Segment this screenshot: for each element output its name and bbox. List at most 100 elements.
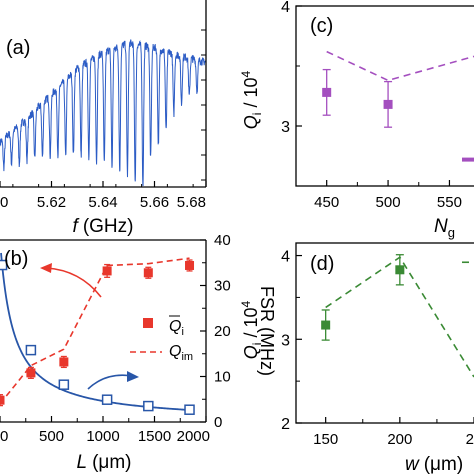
panel-d-xlabel-var: w bbox=[405, 454, 420, 474]
panel-d-y-ticks: 2 3 4 bbox=[281, 249, 302, 433]
legend-qim-main: Q bbox=[169, 343, 181, 360]
spectrum-trace bbox=[0, 39, 206, 187]
panel-d-y-tick-label: 2 bbox=[281, 416, 290, 433]
panel-b-plot-area bbox=[0, 252, 195, 415]
panel-c: 34 450 500 550 (c) Qi / 104 Ng bbox=[239, 0, 474, 240]
fsr-point bbox=[101, 394, 113, 405]
panel-a-plot-area bbox=[0, 39, 206, 187]
panel-b-right-tick-label: 30 bbox=[214, 278, 231, 295]
qi-point bbox=[143, 268, 153, 278]
panel-c-xlabel: Ng bbox=[434, 216, 455, 240]
panel-c-xlabel-main: N bbox=[434, 216, 448, 237]
panel-c-model-line bbox=[326, 50, 474, 82]
legend-qi-main: Q bbox=[169, 318, 181, 335]
panel-c-x-tick-label: 550 bbox=[437, 194, 462, 211]
arrow-right-head bbox=[127, 371, 139, 382]
panel-d-x-tick-label: 150 bbox=[313, 431, 338, 448]
panel-d-point bbox=[395, 265, 405, 275]
panel-b-x-tick-label: 500 bbox=[39, 428, 64, 445]
panel-a-x-tick-label: 0 bbox=[0, 194, 8, 211]
panel-b-right-ticks: 0 10 20 30 40 bbox=[200, 232, 231, 431]
panel-a-xlabel: f (GHz) bbox=[73, 216, 134, 237]
panel-d-label: (d) bbox=[310, 253, 334, 275]
legend-label-qim: Qim bbox=[169, 343, 193, 363]
panel-b-xlabel-unit: (μm) bbox=[92, 452, 131, 473]
arrow-to-right-axis bbox=[87, 374, 133, 390]
panel-d-ylabel-main: Q bbox=[241, 345, 261, 359]
panel-d-ylabel-sub: i bbox=[250, 343, 264, 346]
panel-b-right-tick-label: 40 bbox=[214, 232, 231, 249]
panel-c-ylabel-main: Q bbox=[241, 115, 261, 129]
panel-a-x-tick-label: 5.66 bbox=[140, 194, 169, 211]
panel-b-x-tick-label: 0 bbox=[0, 428, 8, 445]
panel-a-x-tick-label: 5.64 bbox=[88, 194, 117, 211]
panel-c-plot-area bbox=[322, 50, 474, 162]
qi-point bbox=[185, 260, 195, 270]
panel-d: 234 150 200 2 (d) Qi / 104 w (μm) bbox=[239, 242, 474, 474]
panel-c-x-ticks: 450 500 550 bbox=[314, 180, 462, 211]
panel-d-ylabel-exp: 4 bbox=[239, 300, 253, 307]
panel-b-legend: Qi Qim bbox=[130, 315, 193, 363]
panel-d-x-ticks: 150 200 2 bbox=[313, 417, 474, 448]
panel-c-ylabel-sub: i bbox=[250, 113, 264, 116]
panel-c-xlabel-sub: g bbox=[448, 225, 455, 240]
panel-c-ylabel-unit: / 10 bbox=[241, 77, 261, 112]
fsr-point bbox=[143, 400, 154, 412]
qi-point bbox=[59, 357, 69, 367]
qim-dashed-line bbox=[0, 257, 190, 405]
panel-c-frame bbox=[295, 5, 474, 187]
panel-b-x-tick-label: 1000 bbox=[86, 428, 119, 445]
legend-marker-qi bbox=[143, 318, 153, 328]
panel-b-x-tick-label: 2000 bbox=[177, 428, 210, 445]
panel-b-right-axis-label: FSR (MHz) bbox=[257, 286, 277, 376]
panel-d-y-tick-label: 3 bbox=[281, 332, 290, 349]
panel-a-xlabel-var: f bbox=[73, 216, 80, 237]
panel-b-label: (b) bbox=[4, 248, 28, 270]
panel-d-frame bbox=[295, 242, 474, 424]
panel-c-edge-marker bbox=[462, 157, 474, 162]
panel-c-point bbox=[383, 99, 393, 109]
fsr-point bbox=[25, 344, 37, 356]
panel-c-x-tick-label: 450 bbox=[314, 194, 339, 211]
panel-c-x-tick-label: 500 bbox=[376, 194, 401, 211]
panel-c-y-ticks: 34 bbox=[281, 0, 302, 136]
fsr-fit-curve bbox=[0, 252, 191, 411]
legend-label-qi: Qi bbox=[169, 318, 184, 338]
panel-d-y-tick-label: 4 bbox=[281, 249, 290, 266]
panel-d-xlabel: w (μm) bbox=[405, 454, 463, 474]
panel-d-point bbox=[321, 320, 331, 330]
legend-qim-sub: im bbox=[181, 351, 193, 363]
panel-b-x-tick-label: 1500 bbox=[138, 428, 171, 445]
panel-c-label: (c) bbox=[310, 15, 333, 37]
panel-b-xlabel: L (μm) bbox=[76, 452, 131, 473]
legend-qi-sub: i bbox=[181, 326, 183, 338]
panel-d-xlabel-unit: (μm) bbox=[424, 454, 463, 474]
qi-point bbox=[26, 368, 36, 378]
panel-b-xlabel-var: L bbox=[76, 452, 87, 473]
qi-point bbox=[102, 266, 112, 276]
panel-a-x-tick-label: 5.68 bbox=[177, 194, 206, 211]
panel-c-ylabel-exp: 4 bbox=[239, 70, 253, 77]
arrow-left-head bbox=[40, 263, 52, 273]
panel-b-right-tick-label: 10 bbox=[214, 369, 231, 386]
fsr-point bbox=[0, 259, 8, 271]
panel-c-y-tick-label: 4 bbox=[281, 0, 290, 16]
panel-d-ylabel: Qi / 104 bbox=[239, 300, 264, 359]
panel-c-y-tick-label: 3 bbox=[281, 119, 290, 136]
panel-b-right-tick-label: 20 bbox=[214, 323, 231, 340]
panel-d-x-tick-label: 2 bbox=[466, 431, 474, 448]
qi-point bbox=[0, 395, 5, 405]
panel-a-xlabel-unit: (GHz) bbox=[83, 216, 134, 237]
panel-b: 0 500 1000 1500 2000 0 10 20 30 40 (b) FSR (MHz)… bbox=[0, 232, 277, 473]
panel-b-x-ticks: 0 500 1000 1500 2000 bbox=[0, 416, 210, 445]
arrow-to-left-axis bbox=[45, 267, 102, 298]
panel-c-point bbox=[322, 87, 332, 97]
panel-a-x-tick-label: 5.62 bbox=[37, 194, 66, 211]
panel-d-x-tick-label: 200 bbox=[387, 431, 412, 448]
panel-a-x-ticks: 0 5.62 5.64 5.66 5.68 bbox=[0, 29, 207, 211]
panel-a-label: (a) bbox=[6, 37, 30, 59]
panel-b-right-tick-label: 0 bbox=[214, 414, 222, 431]
panel-d-ylabel-unit: / 10 bbox=[241, 307, 261, 342]
panel-d-plot-area bbox=[321, 254, 474, 378]
